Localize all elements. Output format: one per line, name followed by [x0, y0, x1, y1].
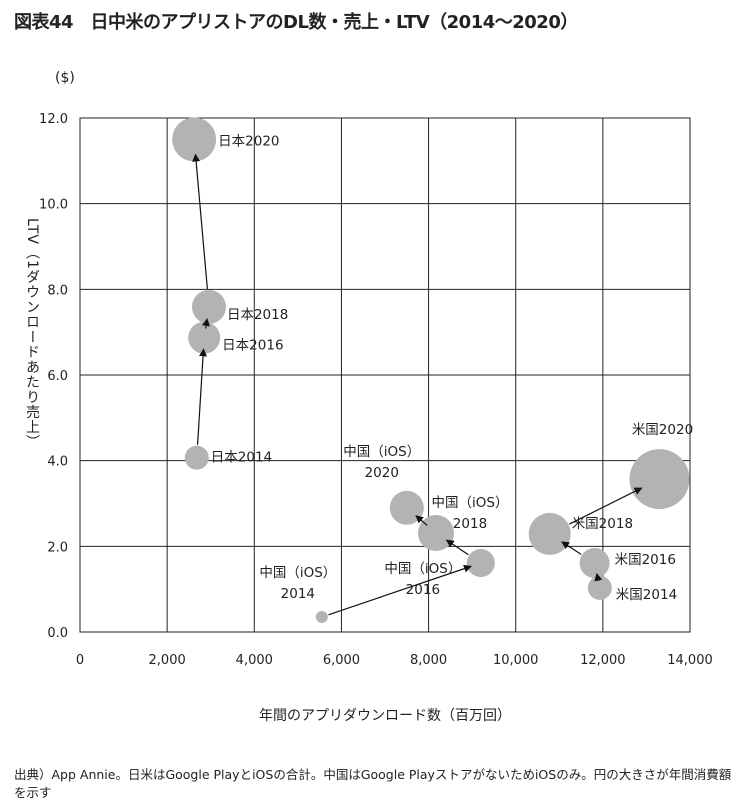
bubble-label: 日本2018 — [227, 307, 288, 323]
x-tick-label: 12,000 — [580, 653, 626, 668]
bubble — [389, 490, 424, 525]
trend-arrow — [594, 572, 603, 582]
y-tick-label: 6.0 — [47, 369, 68, 384]
trend-arrow — [445, 539, 469, 556]
trend-arrow — [415, 515, 428, 526]
y-tick-label: 8.0 — [47, 283, 68, 298]
x-tick-label: 14,000 — [667, 653, 713, 668]
x-tick-label: 0 — [76, 653, 84, 668]
bubble-label: 米国2018 — [572, 516, 633, 532]
footnote: 出典）App Annie。日米はGoogle PlayとiOSの合計。中国はGo… — [14, 767, 732, 800]
y-tick-label: 10.0 — [39, 198, 68, 213]
bubble — [528, 512, 571, 555]
chart-title: 図表44 日中米のアプリストアのDL数・売上・LTV（2014〜2020） — [14, 12, 578, 33]
y-tick-label: 2.0 — [47, 540, 68, 555]
bubble — [466, 549, 495, 578]
trend-arrow — [569, 487, 643, 525]
bubble-label: 日本2014 — [211, 450, 272, 466]
bubble — [417, 515, 454, 552]
y-axis-label: LTV（1ダウンロードあたり売上） — [24, 218, 40, 450]
trend-arrow — [196, 348, 208, 445]
bubble — [587, 575, 612, 600]
bubble-label: 中国（iOS） 2018 — [432, 495, 509, 532]
bubble-label: 米国2016 — [615, 552, 676, 568]
x-tick-label: 8,000 — [410, 653, 447, 668]
x-tick-label: 6,000 — [323, 653, 360, 668]
bubble — [172, 117, 217, 162]
bubble — [629, 449, 690, 510]
trend-arrow — [328, 564, 472, 616]
trend-arrow — [192, 153, 208, 290]
bubble-label: 日本2016 — [222, 338, 283, 354]
bubble-label: 中国（iOS） 2020 — [343, 444, 420, 481]
y-tick-label: 4.0 — [47, 455, 68, 470]
bubble — [315, 611, 328, 624]
bubble — [191, 289, 226, 324]
bubble-label: 米国2020 — [632, 422, 693, 438]
bubble-label: 日本2020 — [218, 133, 279, 149]
y-tick-label: 0.0 — [47, 626, 68, 641]
y-axis-unit: ($) — [55, 70, 75, 86]
x-tick-label: 4,000 — [236, 653, 273, 668]
bubble-label: 中国（iOS） 2016 — [384, 561, 461, 598]
trend-arrow — [202, 317, 210, 329]
x-tick-label: 10,000 — [493, 653, 539, 668]
x-axis-label: 年間のアプリダウンロード数（百万回） — [259, 708, 511, 724]
bubble — [579, 548, 610, 579]
y-tick-label: 12.0 — [39, 112, 68, 127]
bubble-label: 中国（iOS） 2014 — [259, 565, 336, 602]
plot-frame — [79, 117, 691, 633]
bubble — [184, 445, 209, 470]
trend-arrow — [561, 541, 582, 555]
x-tick-label: 2,000 — [149, 653, 186, 668]
bubble-label: 米国2014 — [616, 587, 677, 603]
bubble — [188, 321, 221, 354]
